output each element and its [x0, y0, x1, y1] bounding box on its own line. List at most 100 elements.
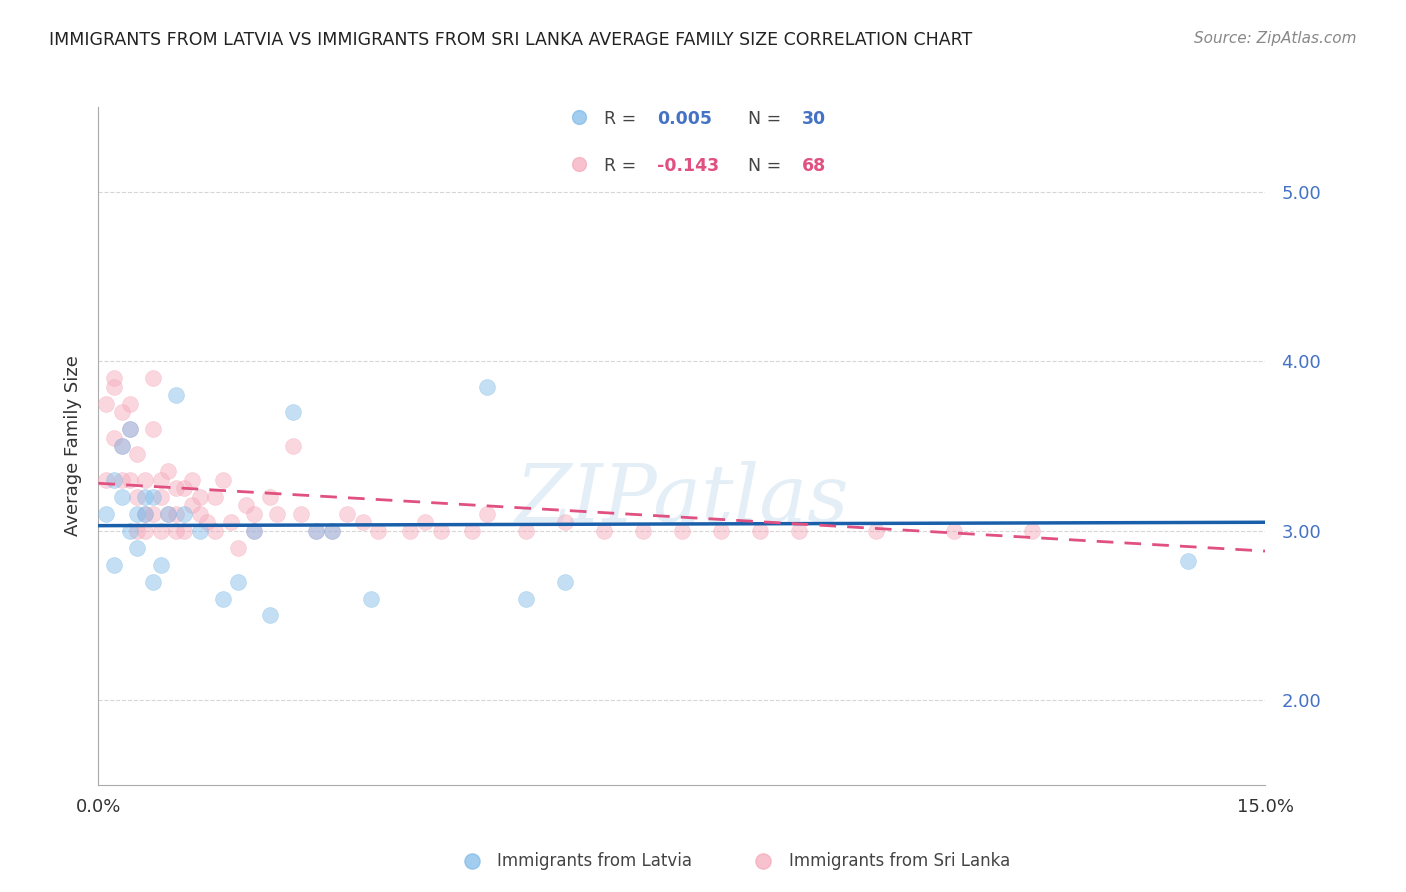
- Point: [336, 507, 359, 521]
- Point: [118, 422, 141, 436]
- Point: [157, 507, 180, 521]
- Text: Immigrants from Latvia: Immigrants from Latvia: [498, 852, 692, 870]
- Point: [149, 473, 172, 487]
- Point: [127, 490, 149, 504]
- Point: [943, 524, 966, 538]
- Point: [748, 524, 770, 538]
- Point: [290, 507, 312, 521]
- Point: [118, 524, 141, 538]
- Point: [173, 482, 195, 496]
- Point: [103, 431, 125, 445]
- Point: [165, 388, 187, 402]
- Point: [1021, 524, 1043, 538]
- Point: [103, 380, 125, 394]
- Point: [118, 396, 141, 410]
- Point: [149, 524, 172, 538]
- Point: [515, 524, 537, 538]
- Point: [281, 439, 304, 453]
- Point: [173, 507, 195, 521]
- Point: [321, 524, 343, 538]
- Text: -0.143: -0.143: [657, 157, 718, 175]
- Point: [96, 507, 118, 521]
- Point: [235, 498, 257, 512]
- Text: 0.005: 0.005: [657, 110, 711, 128]
- Point: [188, 507, 211, 521]
- Text: 68: 68: [801, 157, 825, 175]
- Point: [134, 490, 156, 504]
- Point: [118, 422, 141, 436]
- Point: [103, 558, 125, 572]
- Point: [515, 591, 537, 606]
- Point: [127, 447, 149, 462]
- Point: [149, 490, 172, 504]
- Point: [111, 473, 134, 487]
- Text: N =: N =: [748, 110, 787, 128]
- Point: [142, 507, 165, 521]
- Point: [266, 507, 288, 521]
- Text: Immigrants from Sri Lanka: Immigrants from Sri Lanka: [789, 852, 1010, 870]
- Point: [134, 507, 156, 521]
- Point: [195, 516, 218, 530]
- Point: [367, 524, 389, 538]
- Text: IMMIGRANTS FROM LATVIA VS IMMIGRANTS FROM SRI LANKA AVERAGE FAMILY SIZE CORRELAT: IMMIGRANTS FROM LATVIA VS IMMIGRANTS FRO…: [49, 31, 973, 49]
- Text: R =: R =: [603, 110, 641, 128]
- Point: [165, 482, 187, 496]
- Point: [142, 422, 165, 436]
- Point: [204, 490, 226, 504]
- Point: [188, 490, 211, 504]
- Point: [554, 516, 576, 530]
- Point: [568, 110, 591, 124]
- Point: [321, 524, 343, 538]
- Point: [219, 516, 242, 530]
- Point: [173, 524, 195, 538]
- Point: [593, 524, 616, 538]
- Point: [461, 524, 484, 538]
- Text: R =: R =: [603, 157, 641, 175]
- Point: [259, 608, 281, 623]
- Point: [111, 405, 134, 419]
- Point: [127, 524, 149, 538]
- Point: [96, 396, 118, 410]
- Point: [631, 524, 654, 538]
- Point: [360, 591, 382, 606]
- Point: [305, 524, 328, 538]
- Point: [149, 558, 172, 572]
- Point: [413, 516, 436, 530]
- Point: [180, 473, 202, 487]
- Point: [212, 591, 235, 606]
- Point: [142, 574, 165, 589]
- Point: [243, 524, 266, 538]
- Point: [752, 854, 775, 868]
- Point: [157, 507, 180, 521]
- Point: [204, 524, 226, 538]
- Point: [142, 490, 165, 504]
- Point: [477, 507, 499, 521]
- Point: [429, 524, 451, 538]
- Point: [352, 516, 374, 530]
- Point: [710, 524, 733, 538]
- Point: [568, 157, 591, 171]
- Point: [127, 541, 149, 555]
- Point: [165, 507, 187, 521]
- Text: ZIPatlas: ZIPatlas: [515, 461, 849, 539]
- Point: [134, 473, 156, 487]
- Point: [118, 473, 141, 487]
- Point: [1177, 554, 1199, 568]
- Text: Source: ZipAtlas.com: Source: ZipAtlas.com: [1194, 31, 1357, 46]
- Point: [96, 473, 118, 487]
- Point: [103, 473, 125, 487]
- Text: N =: N =: [748, 157, 787, 175]
- Point: [134, 507, 156, 521]
- Y-axis label: Average Family Size: Average Family Size: [63, 356, 82, 536]
- Point: [228, 541, 250, 555]
- Point: [127, 507, 149, 521]
- Point: [477, 380, 499, 394]
- Point: [281, 405, 304, 419]
- Point: [111, 490, 134, 504]
- Point: [865, 524, 887, 538]
- Point: [165, 524, 187, 538]
- Point: [111, 439, 134, 453]
- Point: [180, 498, 202, 512]
- Point: [787, 524, 810, 538]
- Point: [259, 490, 281, 504]
